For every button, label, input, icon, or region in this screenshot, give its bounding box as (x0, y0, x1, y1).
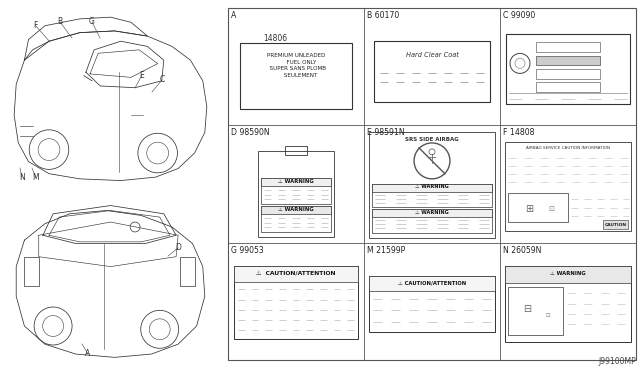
Text: C: C (159, 76, 164, 84)
Bar (505, 266, 631, 342)
Text: F 14808: F 14808 (503, 128, 534, 137)
Text: M 21599P: M 21599P (367, 246, 405, 255)
Bar (508, 288, 563, 335)
Text: E: E (140, 71, 145, 80)
Text: D 98590N: D 98590N (231, 128, 269, 137)
Bar (369, 132, 495, 238)
Text: E 98591N: E 98591N (367, 128, 404, 137)
Bar (372, 184, 492, 207)
Bar (508, 193, 568, 222)
Bar (228, 8, 636, 360)
Text: ⊞: ⊞ (525, 204, 533, 214)
Bar (369, 276, 495, 332)
Text: ⚠ WARNING: ⚠ WARNING (278, 207, 314, 212)
Bar (505, 142, 631, 231)
Text: ⊡: ⊡ (546, 313, 550, 318)
Text: ⊟: ⊟ (524, 304, 531, 314)
Text: AIRBAG SERVICE CAUTION INFORMATION: AIRBAG SERVICE CAUTION INFORMATION (526, 146, 610, 150)
Text: ⚠ WARNING: ⚠ WARNING (278, 179, 314, 184)
Bar (234, 266, 358, 282)
Text: ⊡: ⊡ (548, 206, 554, 212)
Bar (505, 266, 631, 283)
Bar (258, 151, 334, 237)
Text: CAUTION: CAUTION (605, 223, 627, 227)
Bar (240, 43, 352, 109)
Text: G: G (89, 17, 95, 26)
Bar (369, 276, 495, 291)
Text: C 99090: C 99090 (503, 11, 535, 20)
Bar (506, 34, 630, 104)
Text: F: F (33, 20, 37, 29)
Bar (180, 257, 195, 286)
Bar (372, 184, 492, 192)
Bar (536, 82, 600, 92)
Bar (261, 206, 331, 232)
Text: ⚠ WARNING: ⚠ WARNING (550, 271, 586, 276)
Bar (536, 56, 600, 65)
Text: G 99053: G 99053 (231, 246, 264, 255)
Text: A: A (85, 350, 91, 359)
Bar (234, 266, 358, 339)
Text: N: N (19, 173, 25, 183)
Bar (261, 178, 331, 186)
Bar (603, 220, 628, 229)
Text: D: D (175, 244, 181, 253)
Text: SRS SIDE AIRBAG: SRS SIDE AIRBAG (405, 137, 459, 142)
Bar (374, 41, 490, 102)
Bar (285, 147, 307, 155)
Text: M: M (33, 173, 39, 183)
Text: ⚠ WARNING: ⚠ WARNING (415, 209, 449, 215)
Text: ⚠  CAUTION/ATTENTION: ⚠ CAUTION/ATTENTION (256, 271, 336, 276)
Text: J99100MP: J99100MP (598, 357, 636, 366)
Bar (536, 56, 600, 65)
Text: ⚠ WARNING: ⚠ WARNING (415, 184, 449, 189)
Bar (536, 42, 600, 52)
Bar (372, 209, 492, 233)
Bar (372, 209, 492, 217)
Text: A: A (231, 11, 236, 20)
Text: B: B (58, 17, 63, 26)
Text: B 60170: B 60170 (367, 11, 399, 20)
Text: PREMIUM UNLEADED
      FUEL ONLY
  SUPER SANS PLOMB
     SEULEMENT: PREMIUM UNLEADED FUEL ONLY SUPER SANS PL… (266, 53, 326, 78)
Text: ⚠ CAUTION/ATTENTION: ⚠ CAUTION/ATTENTION (398, 280, 466, 285)
Bar (261, 206, 331, 214)
Text: N 26059N: N 26059N (503, 246, 541, 255)
Text: 14806: 14806 (264, 34, 287, 43)
Text: Hard Clear Coat: Hard Clear Coat (406, 52, 458, 58)
Bar (536, 69, 600, 79)
Bar (261, 178, 331, 204)
Bar (24, 257, 39, 286)
